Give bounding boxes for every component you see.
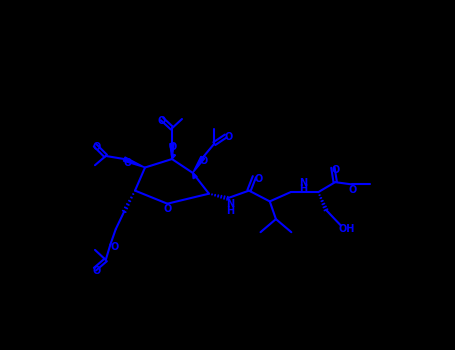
Text: OH: OH [339,224,355,234]
Text: O: O [349,185,357,195]
Polygon shape [172,154,176,159]
Text: O: O [169,142,177,153]
Polygon shape [123,157,145,168]
Text: O: O [123,158,131,168]
Polygon shape [193,156,205,173]
Text: O: O [332,165,340,175]
Text: H: H [299,184,308,194]
Text: O: O [255,174,263,184]
Text: O: O [225,133,233,142]
Text: H: H [226,206,234,216]
Text: O: O [92,142,101,152]
Text: N: N [226,199,234,209]
Text: O: O [199,156,207,166]
Text: N: N [299,178,308,188]
Text: O: O [164,204,172,214]
Text: O: O [92,266,101,276]
Text: O: O [158,116,166,126]
Text: O: O [111,242,119,252]
Polygon shape [170,144,174,159]
